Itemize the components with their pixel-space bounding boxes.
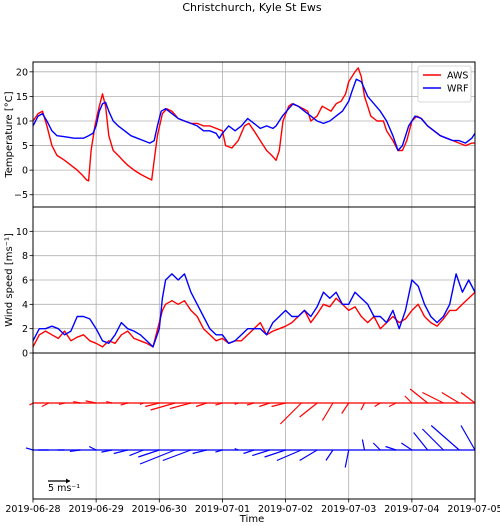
wind-vector-wrf [252,449,270,457]
y-tick-label: 2 [22,324,28,335]
wind-vector-wrf [430,425,460,451]
wind-vector-aws [279,402,302,425]
x-axis: 2019-06-28 2019-06-29 2019-06-30 2019-07-01… [5,499,500,515]
x-tick-label: 2019-06-29 [69,504,124,515]
wind-vector-aws [460,392,476,404]
panel-frame [32,352,476,500]
wind-vector-wrf [299,449,318,462]
wind-vector-wrf [276,449,302,462]
wind-vector-aws [299,402,318,418]
x-tick-label: 2019-06-30 [132,504,187,515]
chart-title: Christchurch, Kyle St Ews [182,1,322,14]
y-tick-label: 10 [16,116,28,127]
wind-vector-wrf [344,449,350,468]
y-axis-label: Temperature [°C] [4,91,15,178]
wind-vector-aws [169,402,192,410]
temperature-panel: −5 0 5 10 15 20 Temperature [°C] AWS WRF [4,61,476,208]
wind-vector-aws [441,391,460,404]
y-axis-label: Wind speed [ms⁻¹] [4,233,15,327]
wind-vector-wrf [138,449,160,458]
x-tick-label: 2019-07-04 [384,504,439,515]
wind-vector-wrf [325,449,334,461]
y-tick-label: 4 [22,300,28,311]
wind-vector-wrf [139,449,176,465]
wind-vector-wrf [460,425,476,451]
wind-vector-wrf [162,449,192,462]
wind-vector-aws [341,402,350,414]
x-tick-label: 2019-07-02 [258,504,313,515]
x-tick-label: 2019-07-05 [447,504,500,515]
y-tick-label: 10 [16,227,28,238]
wind-vector-wrf [401,442,413,451]
x-tick-label: 2019-07-03 [321,504,376,515]
wind-vector-wrf [129,449,144,457]
series-line-aws [32,67,475,182]
legend: AWS WRF [417,65,472,103]
y-tick-label: 0 [22,349,28,360]
series-line-aws [32,291,476,348]
quiver-key-arrowhead [66,478,71,484]
wind-vector-aws [409,388,429,404]
series-line-wrf [32,78,476,152]
y-tick-label: 15 [16,92,28,103]
x-tick-label: 2019-07-01 [195,504,250,515]
legend-label-aws: AWS [447,71,468,82]
x-axis-label: Time [239,514,264,525]
series-line-wrf [32,273,476,348]
wind-vector-wrf [413,432,429,451]
wind-vector-aws [29,402,34,406]
wind-vector-wrf [361,439,366,451]
y-tick-label: 8 [22,251,28,262]
y-tick-label: 0 [22,166,28,177]
wind-vector-aws [321,402,334,421]
wind-vector-wrf [264,449,286,458]
x-tick-label: 2019-06-28 [5,504,60,515]
wind-vector-wrf [422,428,444,451]
wind-vector-wrf [25,447,34,451]
wind-vector-aws [360,402,366,411]
wind-vector-aws [404,395,413,404]
wind-vector-wrf [372,442,381,451]
y-tick-label: 20 [16,67,28,78]
y-tick-label: −5 [14,190,28,201]
legend-label-wrf: WRF [447,84,468,95]
y-tick-label: 5 [22,141,28,152]
wind-vector-aws [150,402,176,411]
quiver-key-label: 5 ms⁻¹ [48,483,80,494]
wind-vector-panel: 5 ms⁻¹ [25,352,476,500]
wind-vector-aws [422,391,444,404]
y-tick-label: 6 [22,276,28,287]
